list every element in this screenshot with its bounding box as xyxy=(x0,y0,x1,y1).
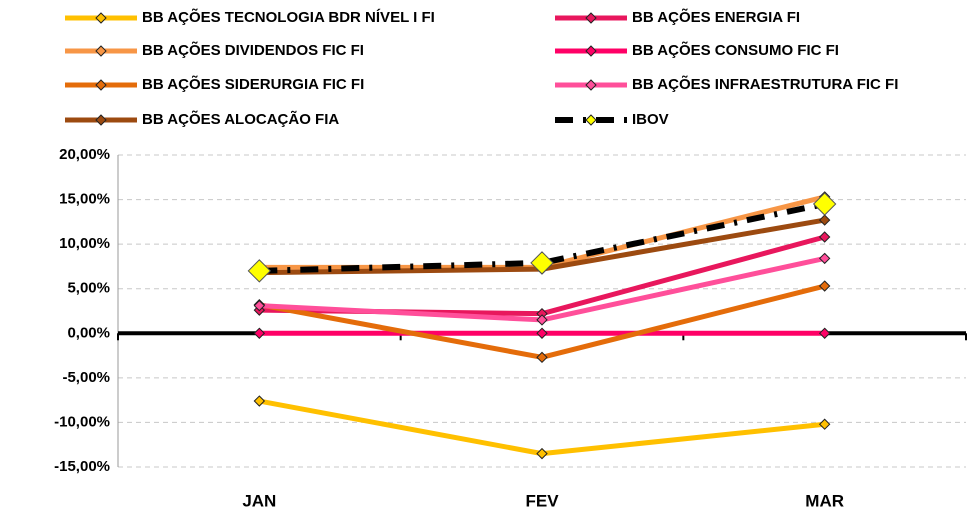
marker xyxy=(253,395,266,407)
y-tick-label: 10,00% xyxy=(59,235,110,252)
x-tick-label: JAN xyxy=(242,491,276,510)
y-tick-label: 0,00% xyxy=(67,324,110,341)
marker xyxy=(536,327,548,339)
x-tick-label: FEV xyxy=(525,491,559,510)
y-tick-label: -10,00% xyxy=(54,413,110,430)
marker xyxy=(536,447,548,460)
marker xyxy=(536,314,548,326)
y-tick-label: -15,00% xyxy=(54,458,110,475)
legend-marker xyxy=(585,45,597,57)
legend-label: IBOV xyxy=(632,111,669,128)
legend-marker xyxy=(95,114,107,126)
y-tick-label: -5,00% xyxy=(62,369,110,386)
legend-marker xyxy=(95,79,107,91)
x-tick-label: MAR xyxy=(805,491,844,510)
marker xyxy=(818,231,831,243)
marker xyxy=(247,259,272,283)
y-tick-label: 20,00% xyxy=(59,146,110,163)
legend-label: BB AÇÕES ALOCAÇÃO FIA xyxy=(142,110,339,128)
marker xyxy=(818,214,831,226)
legend-marker xyxy=(95,12,107,24)
marker xyxy=(818,280,831,292)
legend-marker xyxy=(585,79,597,91)
legend-label: BB AÇÕES SIDERURGIA FIC FI xyxy=(142,75,364,93)
y-tick-label: 5,00% xyxy=(67,280,110,297)
legend-label: BB AÇÕES DIVIDENDOS FIC FI xyxy=(142,41,364,59)
legend-label: BB AÇÕES ENERGIA FI xyxy=(632,8,800,26)
marker xyxy=(818,418,831,430)
series-line xyxy=(259,201,826,274)
marker xyxy=(818,252,831,265)
legend-marker xyxy=(585,12,597,24)
legend-label: BB AÇÕES INFRAESTRUTURA FIC FI xyxy=(632,75,898,93)
marker xyxy=(536,351,548,364)
legend-label: BB AÇÕES TECNOLOGIA BDR NÍVEL I FI xyxy=(142,8,435,26)
y-tick-label: 15,00% xyxy=(59,191,110,208)
series-line xyxy=(258,398,825,457)
marker xyxy=(818,327,831,339)
marker xyxy=(530,251,554,275)
legend-marker xyxy=(585,114,597,126)
legend-marker xyxy=(95,45,107,57)
marker xyxy=(253,327,266,339)
marker xyxy=(812,192,837,216)
marker xyxy=(253,299,266,312)
legend-label: BB AÇÕES CONSUMO FIC FI xyxy=(632,41,839,59)
